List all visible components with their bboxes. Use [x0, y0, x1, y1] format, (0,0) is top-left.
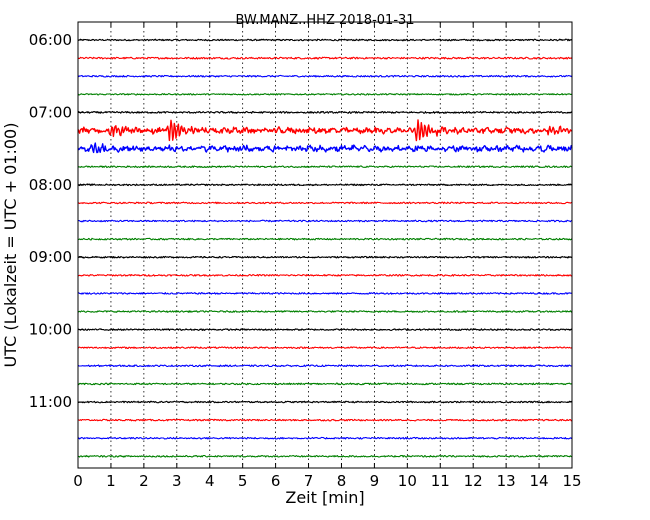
y-tick-label: 10:00: [29, 321, 72, 339]
x-tick-label: 14: [530, 472, 549, 490]
trace-0915: [77, 273, 573, 277]
y-tick-label: 09:00: [29, 248, 72, 266]
x-axis-label: Zeit [min]: [285, 488, 364, 507]
trace-0845: [77, 237, 573, 241]
y-tick-label: 06:00: [29, 31, 72, 49]
trace-1045: [77, 382, 573, 386]
trace-1115: [77, 418, 573, 422]
trace-0645: [77, 93, 573, 96]
x-tick-label: 11: [431, 472, 450, 490]
x-tick-label: 10: [398, 472, 417, 490]
trace-0615: [77, 56, 573, 60]
x-tick-label: 15: [562, 472, 581, 490]
trace-0830: [77, 219, 573, 223]
trace-0715: [77, 119, 573, 142]
x-tick-label: 12: [464, 472, 483, 490]
trace-0815: [77, 201, 573, 205]
x-tick-label: 8: [337, 472, 347, 490]
x-tick-label: 9: [370, 472, 380, 490]
trace-0630: [77, 74, 573, 78]
y-tick-label: 08:00: [29, 176, 72, 194]
trace-1030: [77, 364, 572, 368]
x-tick-label: 2: [139, 472, 149, 490]
plot-frame: [77, 21, 573, 469]
trace-1130: [77, 436, 573, 440]
y-axis-label: UTC (Lokalzeit = UTC + 01:00): [1, 123, 20, 368]
trace-0600: [77, 38, 573, 42]
trace-1000: [77, 328, 573, 331]
trace-1015: [77, 346, 573, 350]
x-tick-label: 3: [172, 472, 182, 490]
y-tick-label: 11:00: [29, 393, 72, 411]
trace-0800: [77, 183, 573, 187]
x-tick-label: 6: [271, 472, 281, 490]
trace-0930: [78, 292, 573, 295]
trace-0700: [77, 110, 573, 114]
x-tick-label: 7: [304, 472, 314, 490]
y-tick-layer: 06:00 07:00 08:00 09:00 10:00 11:00: [29, 31, 572, 411]
x-tick-label: 1: [106, 472, 116, 490]
chart-title: BW.MANZ..HHZ 2018-01-31: [235, 13, 414, 28]
x-tick-layer: 0 1 2 3 4 5 6 7 8 9 10 11 12 13 14 15: [73, 22, 582, 490]
y-tick-label: 07:00: [29, 103, 72, 121]
trace-layer: [77, 38, 573, 458]
x-tick-label: 5: [238, 472, 248, 490]
trace-0730: [77, 142, 573, 154]
trace-0945: [77, 310, 573, 313]
trace-1145: [77, 454, 573, 458]
trace-1100: [78, 400, 573, 404]
trace-0900: [77, 255, 573, 259]
trace-0745: [77, 165, 573, 169]
x-tick-label: 0: [73, 472, 83, 490]
x-tick-label: 13: [497, 472, 516, 490]
x-tick-label: 4: [205, 472, 215, 490]
